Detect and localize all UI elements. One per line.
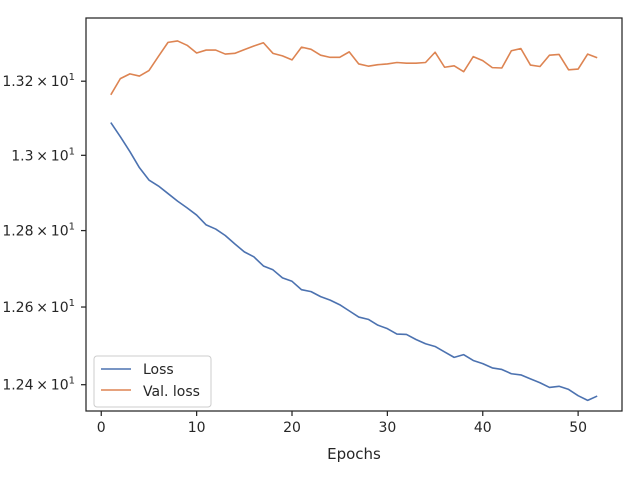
x-tick-label: 30: [378, 420, 396, 436]
plot-frame: [85, 17, 623, 412]
y-tick-label: 1.32 × 101: [2, 72, 75, 90]
y-axis-ticks: 1.24 × 101 1.26 × 101 1.28 × 101 1.3 × 101 1…: [2, 72, 86, 394]
legend-label-loss: Loss: [143, 362, 174, 378]
series-line-val-loss: [110, 40, 598, 96]
y-tick-label: 1.26 × 101: [2, 298, 75, 316]
x-tick-label: 50: [569, 420, 587, 436]
x-axis-ticks: 0 10 20 30 40 50: [97, 411, 587, 436]
y-tick-label: 1.28 × 101: [2, 222, 75, 240]
y-tick-label: 1.24 × 101: [2, 376, 75, 394]
x-tick-label: 0: [97, 420, 106, 436]
plot-lines: [110, 40, 598, 402]
legend: Loss Val. loss: [93, 355, 212, 408]
legend-label-val-loss: Val. loss: [143, 384, 200, 400]
x-tick-label: 20: [283, 420, 301, 436]
x-tick-label: 40: [474, 420, 492, 436]
x-axis-label: Epochs: [327, 445, 381, 463]
x-tick-label: 10: [188, 420, 206, 436]
y-tick-label: 1.3 × 101: [11, 146, 75, 164]
series-line-loss: [110, 122, 598, 402]
